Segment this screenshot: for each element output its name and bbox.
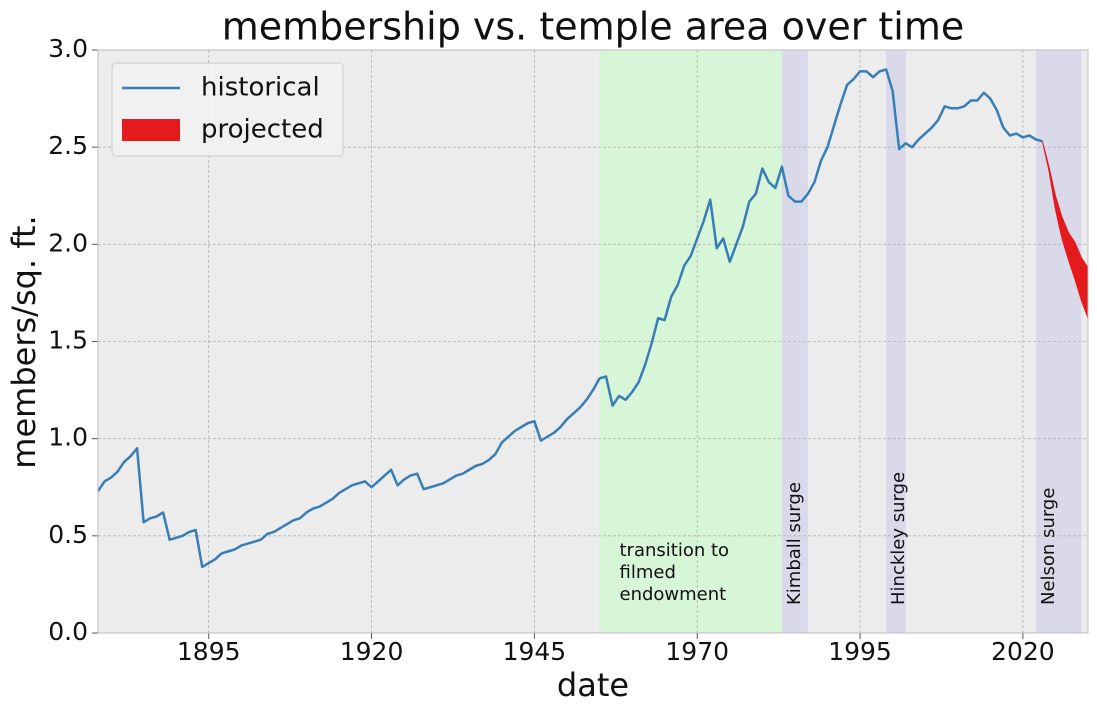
x-tick-label: 1895	[177, 637, 241, 666]
y-tick-label: 2.0	[48, 228, 88, 257]
plot-frame	[97, 49, 1089, 634]
span-label: Kimball surge	[784, 482, 805, 605]
y-tick-label: 3.0	[48, 34, 88, 63]
x-tick-label: 1920	[340, 637, 404, 666]
legend-label: projected	[201, 115, 324, 145]
chart-title: membership vs. temple area over time	[222, 5, 965, 49]
span-label: endowment	[620, 584, 727, 605]
x-tick-label: 2020	[991, 637, 1055, 666]
legend-label: historical	[201, 73, 320, 103]
span-label: Hinckley surge	[888, 472, 909, 605]
line-series	[96, 68, 1043, 569]
span-label: transition to	[620, 540, 730, 561]
y-tick-label: 1.5	[48, 326, 88, 355]
span-label: filmed	[620, 562, 676, 583]
x-tick-label: 1995	[828, 637, 892, 666]
y-tick-label: 2.5	[48, 131, 88, 160]
y-tick-label: 1.0	[48, 423, 88, 452]
y-tick-label: 0.0	[48, 617, 88, 646]
legend: historical projected	[111, 62, 344, 157]
y-tick-label: 0.5	[48, 520, 88, 549]
legend-swatch	[122, 119, 180, 141]
x-axis-label: date	[557, 666, 629, 704]
y-axis-label: members/sq. ft.	[5, 215, 43, 468]
x-tick-label: 1970	[665, 637, 729, 666]
span-label: Nelson surge	[1038, 488, 1059, 605]
x-tick-label: 1945	[503, 637, 567, 666]
